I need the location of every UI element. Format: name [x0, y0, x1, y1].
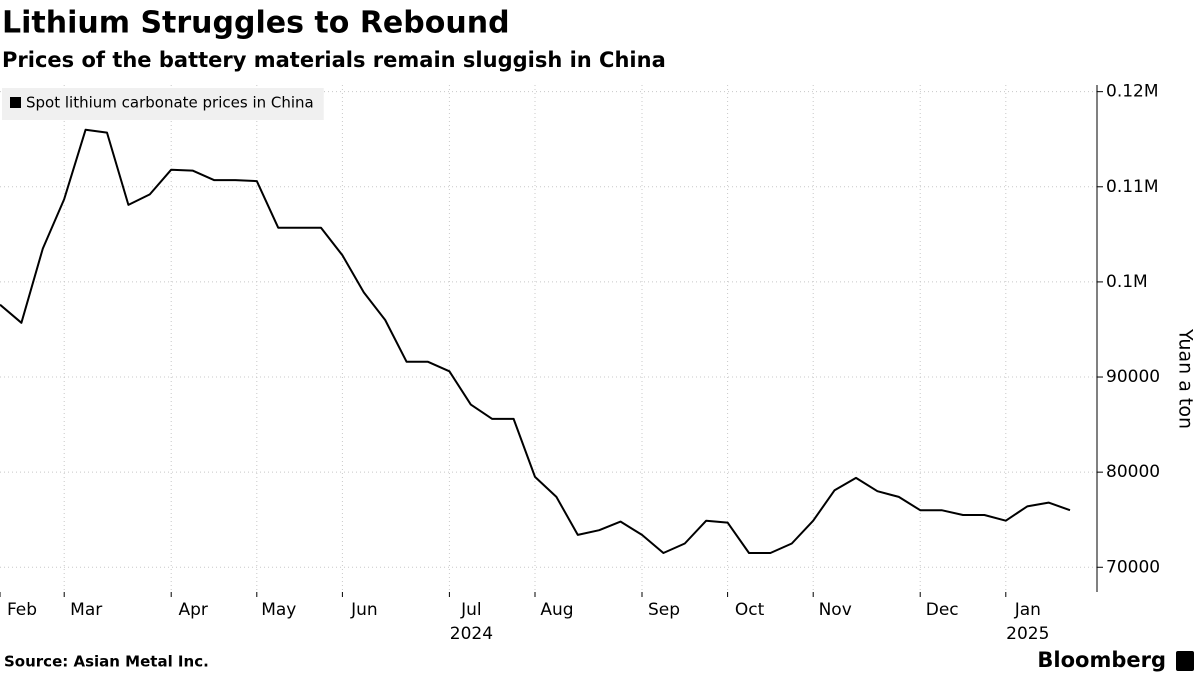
x-tick-label: Jan: [1014, 600, 1041, 620]
x-tick-label: Jul: [460, 600, 482, 620]
x-tick-label: Feb: [7, 600, 37, 620]
source-note: Source: Asian Metal Inc.: [4, 653, 209, 671]
x-tick-label: Oct: [735, 600, 765, 620]
y-tick-label: 0.11M: [1106, 177, 1159, 197]
x-tick-label: May: [261, 600, 296, 620]
legend-swatch: [10, 97, 21, 108]
x-tick-label: Dec: [926, 600, 959, 620]
data-line: [0, 128, 1071, 554]
x-tick-label: Sep: [648, 600, 680, 620]
x-tick-label: Aug: [540, 600, 573, 620]
x-tick-label: Jun: [350, 600, 378, 620]
y-axis-label: Yuan a ton: [1175, 328, 1197, 429]
brand-logo: Bloomberg: [1037, 648, 1166, 672]
y-tick-label: 80000: [1106, 462, 1160, 482]
brand-icon: [1176, 651, 1194, 671]
legend: Spot lithium carbonate prices in China: [2, 88, 324, 120]
y-tick-label: 0.1M: [1106, 272, 1148, 292]
y-tick-label: 90000: [1106, 367, 1160, 387]
x-year-label: 2024: [450, 624, 493, 644]
x-tick-label: Mar: [70, 600, 102, 620]
y-tick-label: 70000: [1106, 557, 1160, 577]
x-tick-label: Nov: [819, 600, 852, 620]
legend-label: Spot lithium carbonate prices in China: [26, 94, 314, 112]
chart-subtitle: Prices of the battery materials remain s…: [2, 48, 666, 72]
legend-box: [2, 88, 324, 120]
chart-title: Lithium Struggles to Rebound: [2, 6, 510, 41]
y-tick-label: 0.12M: [1106, 82, 1159, 102]
x-year-label: 2025: [1006, 624, 1049, 644]
x-tick-label: Apr: [178, 600, 207, 620]
